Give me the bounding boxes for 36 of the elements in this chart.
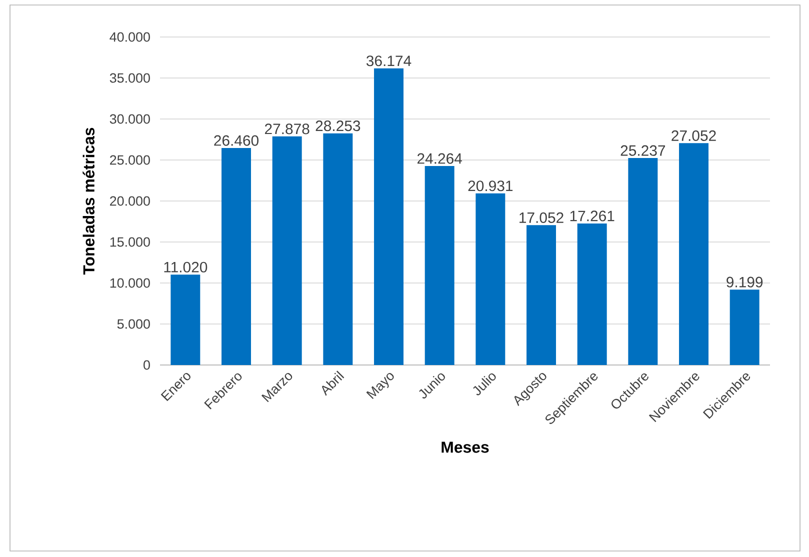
data-label: 26.460	[214, 135, 259, 146]
bar	[424, 166, 454, 365]
bar	[374, 68, 404, 365]
bar	[679, 143, 708, 365]
bar	[526, 225, 556, 365]
bar	[476, 193, 506, 365]
data-label: 9.199	[726, 276, 763, 288]
data-label: 24.264	[417, 153, 462, 164]
bar	[323, 133, 353, 365]
y-tick-label: 35.000	[110, 73, 150, 83]
data-label: 11.020	[164, 262, 208, 272]
bar	[577, 223, 607, 365]
y-axis-title: Toneladas métricas	[82, 128, 95, 275]
y-tick-label: 5.000	[117, 319, 150, 329]
data-label: 25.237	[620, 145, 666, 156]
y-tick-label: 30.000	[110, 114, 150, 124]
y-tick-label: 20.000	[110, 196, 150, 206]
bar	[170, 274, 200, 365]
y-tick-label: 10.000	[110, 278, 150, 288]
x-axis-title: Meses	[442, 442, 489, 453]
x-tick-label: Julio	[473, 373, 496, 396]
bar	[272, 136, 302, 365]
y-tick-label: 40.000	[110, 32, 150, 42]
data-label: 36.174	[366, 56, 412, 66]
bar	[628, 158, 658, 365]
data-label: 17.261	[570, 210, 614, 222]
data-label: 27.878	[264, 124, 310, 134]
y-tick-label: 15.000	[110, 237, 150, 247]
data-label: 28.253	[316, 120, 360, 132]
data-label: 20.931	[468, 180, 513, 192]
data-label: 17.052	[520, 212, 564, 223]
y-tick-label: 0	[144, 360, 150, 370]
bar	[222, 148, 251, 365]
data-label: 27.052	[672, 130, 716, 141]
y-tick-label: 25.000	[110, 155, 150, 165]
bar	[730, 290, 760, 365]
